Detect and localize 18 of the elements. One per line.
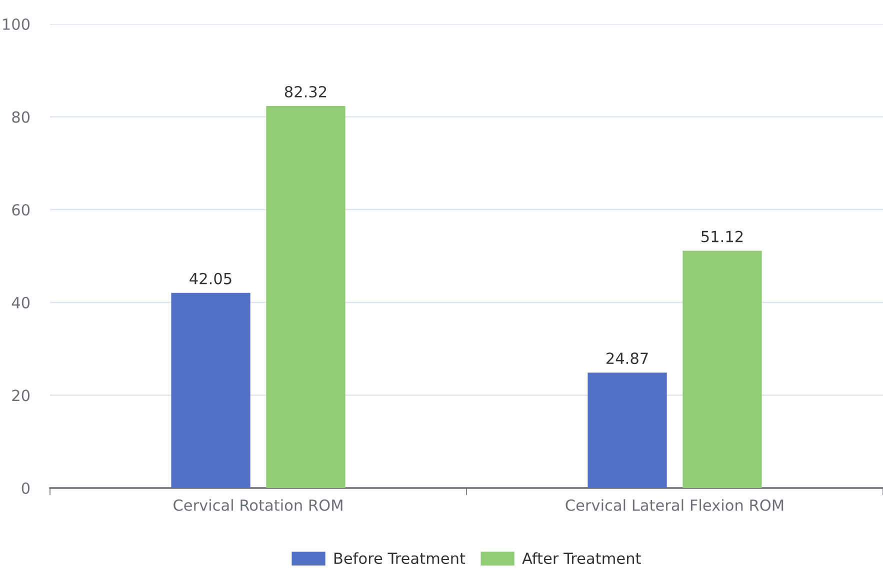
legend-label: After Treatment: [522, 552, 641, 564]
bar: [682, 250, 762, 488]
x-tick-label: Cervical Lateral Flexion ROM: [566, 499, 784, 511]
y-tick-label: 40: [12, 296, 30, 308]
y-tick-label: 0: [22, 482, 30, 494]
y-tick-label: 100: [3, 18, 30, 30]
bar: [588, 372, 667, 488]
bar: [266, 106, 346, 488]
legend-label: Before Treatment: [334, 552, 466, 564]
data-label: 42.05: [190, 272, 232, 284]
x-tick-label: Cervical Rotation ROM: [174, 499, 342, 511]
data-label: 24.87: [606, 352, 648, 364]
y-tick-label: 60: [12, 204, 30, 216]
data-label: 51.12: [702, 230, 743, 242]
y-tick-label: 20: [12, 390, 30, 402]
bar: [171, 292, 250, 488]
y-tick-label: 80: [12, 111, 30, 123]
data-label: 82.32: [284, 86, 326, 98]
